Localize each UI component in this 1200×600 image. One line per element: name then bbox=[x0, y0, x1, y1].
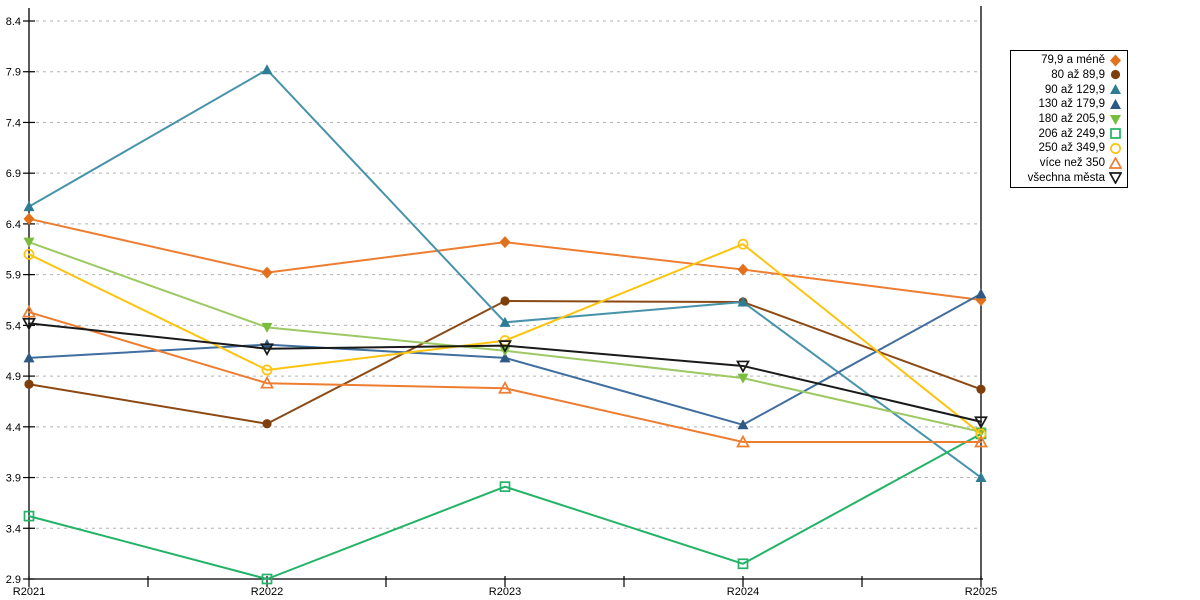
y-tick-label: 3.4 bbox=[6, 523, 21, 535]
series-1-point-R2023 bbox=[500, 296, 510, 306]
series-2-point-R2022 bbox=[261, 64, 273, 75]
series-1-point-R2025 bbox=[976, 384, 986, 394]
x-tick-label: R2024 bbox=[727, 586, 759, 598]
x-tick-label: R2023 bbox=[489, 586, 521, 598]
x-tick-label: R2025 bbox=[965, 586, 997, 598]
series-line-8 bbox=[28, 322, 982, 423]
legend-marker-shape-5 bbox=[1110, 128, 1121, 140]
y-tick-label: 6.4 bbox=[6, 219, 21, 231]
series-3-point-R2021 bbox=[23, 352, 35, 363]
series-line-5 bbox=[28, 432, 982, 580]
series-8-point-R2024 bbox=[736, 360, 750, 374]
series-6-point-R2025 bbox=[975, 428, 987, 440]
series-5-point-R2021 bbox=[23, 510, 35, 522]
series-3-point-R2025 bbox=[975, 288, 987, 299]
legend-item-5: 206 až 249,9 bbox=[1013, 126, 1122, 141]
series-2-point-R2024 bbox=[737, 296, 749, 307]
legend-label-0: 79,9 a méně bbox=[1041, 54, 1105, 67]
series-7-point-R2025 bbox=[974, 434, 988, 448]
legend-item-2: 90 až 129,9 bbox=[1013, 82, 1122, 97]
x-tick-label: R2021 bbox=[13, 586, 45, 598]
series-3-point-R2024 bbox=[737, 419, 749, 430]
series-line-0 bbox=[28, 217, 982, 301]
triangle-up-marker-icon bbox=[1109, 156, 1122, 169]
legend-marker-shape-6 bbox=[1110, 142, 1121, 154]
series-4-point-R2021 bbox=[23, 237, 35, 248]
legend-item-7: více než 350 bbox=[1013, 156, 1122, 171]
series-4-point-R2024 bbox=[737, 373, 749, 384]
circle-marker-icon bbox=[1110, 142, 1121, 154]
chart-legend: 79,9 a méně 80 až 89,9 90 až 129,9 130 až 1… bbox=[1010, 50, 1128, 188]
series-7-point-R2022 bbox=[260, 375, 274, 389]
series-8-point-R2023 bbox=[498, 340, 512, 353]
series-4-point-R2022 bbox=[261, 322, 273, 333]
legend-label-4: 180 až 205,9 bbox=[1038, 113, 1105, 125]
series-7-point-R2023 bbox=[498, 381, 512, 394]
series-line-7 bbox=[28, 311, 982, 444]
series-7-point-R2024 bbox=[736, 434, 750, 448]
series-8-point-R2025 bbox=[974, 416, 988, 430]
legend-item-3: 130 až 179,9 bbox=[1013, 97, 1122, 112]
y-tick-label: 5.9 bbox=[6, 270, 21, 282]
square-marker-icon bbox=[1110, 128, 1121, 140]
legend-marker-shape-2 bbox=[1110, 84, 1121, 95]
triangle-down-marker-icon bbox=[1109, 172, 1122, 185]
legend-item-8: všechna města bbox=[1013, 170, 1122, 185]
legend-marker-shape-8 bbox=[1109, 172, 1122, 185]
legend-marker-shape-7 bbox=[1109, 156, 1122, 169]
diamond-marker-icon bbox=[1110, 54, 1121, 67]
y-tick-label: 5.4 bbox=[6, 320, 21, 332]
series-6-point-R2024 bbox=[737, 238, 749, 250]
legend-label-2: 90 až 129,9 bbox=[1044, 83, 1105, 96]
legend-label-8: všechna města bbox=[1027, 171, 1105, 184]
series-8-point-R2022 bbox=[260, 343, 274, 356]
y-tick-label: 8.4 bbox=[6, 16, 21, 28]
y-tick-label: 6.9 bbox=[6, 168, 21, 180]
legend-label-3: 130 až 179,9 bbox=[1038, 98, 1105, 111]
series-2-point-R2023 bbox=[499, 316, 511, 327]
series-6-point-R2022 bbox=[261, 364, 273, 376]
legend-marker-shape-3 bbox=[1110, 98, 1121, 109]
series-8-point-R2021 bbox=[22, 317, 36, 331]
y-tick-label: 4.4 bbox=[6, 422, 21, 434]
series-0-point-R2024 bbox=[737, 263, 749, 276]
legend-item-1: 80 až 89,9 bbox=[1013, 68, 1122, 83]
legend-label-7: více než 350 bbox=[1039, 157, 1105, 170]
triangle-down-marker-icon bbox=[1110, 114, 1121, 125]
y-tick-label: 2.9 bbox=[6, 574, 21, 586]
series-5-point-R2023 bbox=[499, 481, 511, 493]
legend-marker-shape-0 bbox=[1110, 54, 1121, 67]
series-0-point-R2023 bbox=[499, 236, 511, 249]
triangle-up-marker-icon bbox=[1110, 98, 1121, 109]
circle-marker-icon bbox=[1110, 70, 1121, 80]
legend-label-5: 206 až 249,9 bbox=[1038, 127, 1105, 140]
series-1-point-R2022 bbox=[262, 419, 272, 429]
x-tick-label: R2022 bbox=[251, 586, 283, 598]
series-7-point-R2021 bbox=[22, 304, 36, 318]
series-1-point-R2021 bbox=[24, 379, 34, 389]
legend-label-6: 250 až 349,9 bbox=[1038, 142, 1105, 155]
series-2-point-R2025 bbox=[975, 472, 987, 483]
y-tick-label: 3.9 bbox=[6, 473, 21, 485]
y-tick-label: 4.9 bbox=[6, 371, 21, 383]
series-3-point-R2023 bbox=[499, 352, 511, 363]
series-2-point-R2021 bbox=[23, 201, 35, 212]
triangle-up-marker-icon bbox=[1110, 84, 1121, 95]
y-tick-label: 7.9 bbox=[6, 67, 21, 79]
series-5-point-R2022 bbox=[261, 573, 273, 585]
legend-item-0: 79,9 a méně bbox=[1013, 53, 1122, 68]
series-6-point-R2021 bbox=[23, 248, 35, 260]
legend-item-6: 250 až 349,9 bbox=[1013, 141, 1122, 156]
series-5-point-R2024 bbox=[737, 558, 749, 570]
series-0-point-R2022 bbox=[261, 266, 273, 279]
legend-marker-shape-4 bbox=[1110, 114, 1121, 125]
legend-label-1: 80 až 89,9 bbox=[1051, 68, 1105, 81]
series-0-point-R2021 bbox=[23, 212, 35, 225]
series-line-2 bbox=[28, 68, 982, 479]
legend-item-4: 180 až 205,9 bbox=[1013, 112, 1122, 127]
legend-marker-shape-1 bbox=[1110, 70, 1121, 80]
y-tick-label: 7.4 bbox=[6, 117, 21, 129]
